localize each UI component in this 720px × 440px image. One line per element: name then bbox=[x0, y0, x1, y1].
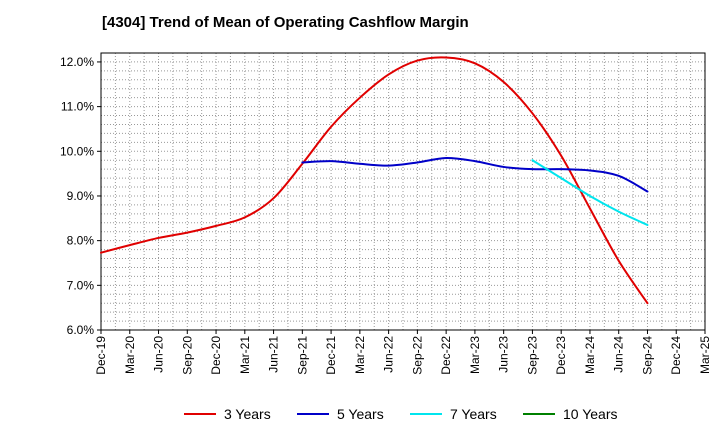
x-tick-label: Sep-22 bbox=[410, 336, 424, 375]
x-tick-label: Jun-21 bbox=[267, 336, 281, 373]
x-tick-label: Mar-23 bbox=[468, 336, 482, 374]
y-tick-label: 6.0% bbox=[67, 323, 95, 337]
x-tick-label: Dec-20 bbox=[209, 336, 223, 375]
x-tick-label: Mar-21 bbox=[238, 336, 252, 374]
x-tick-label: Sep-21 bbox=[295, 336, 309, 375]
x-tick-label: Sep-20 bbox=[180, 336, 194, 375]
x-axis: Dec-19 Mar-20 Jun-20 Sep-20 Dec-20 Mar-21 Jun-… bbox=[94, 330, 712, 375]
y-tick-label: 8.0% bbox=[67, 234, 95, 248]
x-tick-label: Dec-21 bbox=[324, 336, 338, 375]
x-tick-label: Mar-24 bbox=[583, 336, 597, 374]
y-tick-label: 10.0% bbox=[60, 144, 94, 158]
y-tick-label: 12.0% bbox=[60, 55, 94, 69]
y-tick-label: 7.0% bbox=[67, 278, 95, 292]
legend-label-10-years: 10 Years bbox=[563, 406, 618, 422]
legend-label-7-years: 7 Years bbox=[450, 406, 497, 422]
x-tick-label: Dec-24 bbox=[669, 336, 683, 375]
legend-label-3-years: 3 Years bbox=[224, 406, 271, 422]
x-tick-label: Dec-22 bbox=[439, 336, 453, 375]
series-line-3-years bbox=[100, 56, 649, 305]
x-tick-label: Sep-23 bbox=[525, 336, 539, 375]
y-tick-label: 9.0% bbox=[67, 189, 95, 203]
legend: 3 Years 5 Years 7 Years 10 Years bbox=[184, 406, 618, 422]
chart-title: [4304] Trend of Mean of Operating Cashfl… bbox=[102, 14, 469, 31]
x-tick-label: Jun-20 bbox=[152, 336, 166, 373]
x-tick-label: Jun-22 bbox=[382, 336, 396, 373]
x-tick-label: Jun-24 bbox=[612, 336, 626, 373]
legend-label-5-years: 5 Years bbox=[337, 406, 384, 422]
x-tick-label: Mar-22 bbox=[353, 336, 367, 374]
series-line-5-years bbox=[301, 156, 649, 193]
series-line-7-years bbox=[531, 159, 649, 227]
x-tick-label: Dec-19 bbox=[94, 336, 108, 375]
x-tick-label: Sep-24 bbox=[640, 336, 654, 375]
plot-border bbox=[100, 52, 706, 331]
x-tick-label: Mar-25 bbox=[698, 336, 712, 374]
series-lines bbox=[100, 56, 649, 305]
x-tick-label: Dec-23 bbox=[554, 336, 568, 375]
y-axis: 6.0% 7.0% 8.0% 9.0% 10.0% 11.0% 12.0% bbox=[60, 55, 101, 337]
x-tick-label: Mar-20 bbox=[123, 336, 137, 374]
x-tick-label: Jun-23 bbox=[497, 336, 511, 373]
y-tick-label: 11.0% bbox=[61, 100, 94, 114]
